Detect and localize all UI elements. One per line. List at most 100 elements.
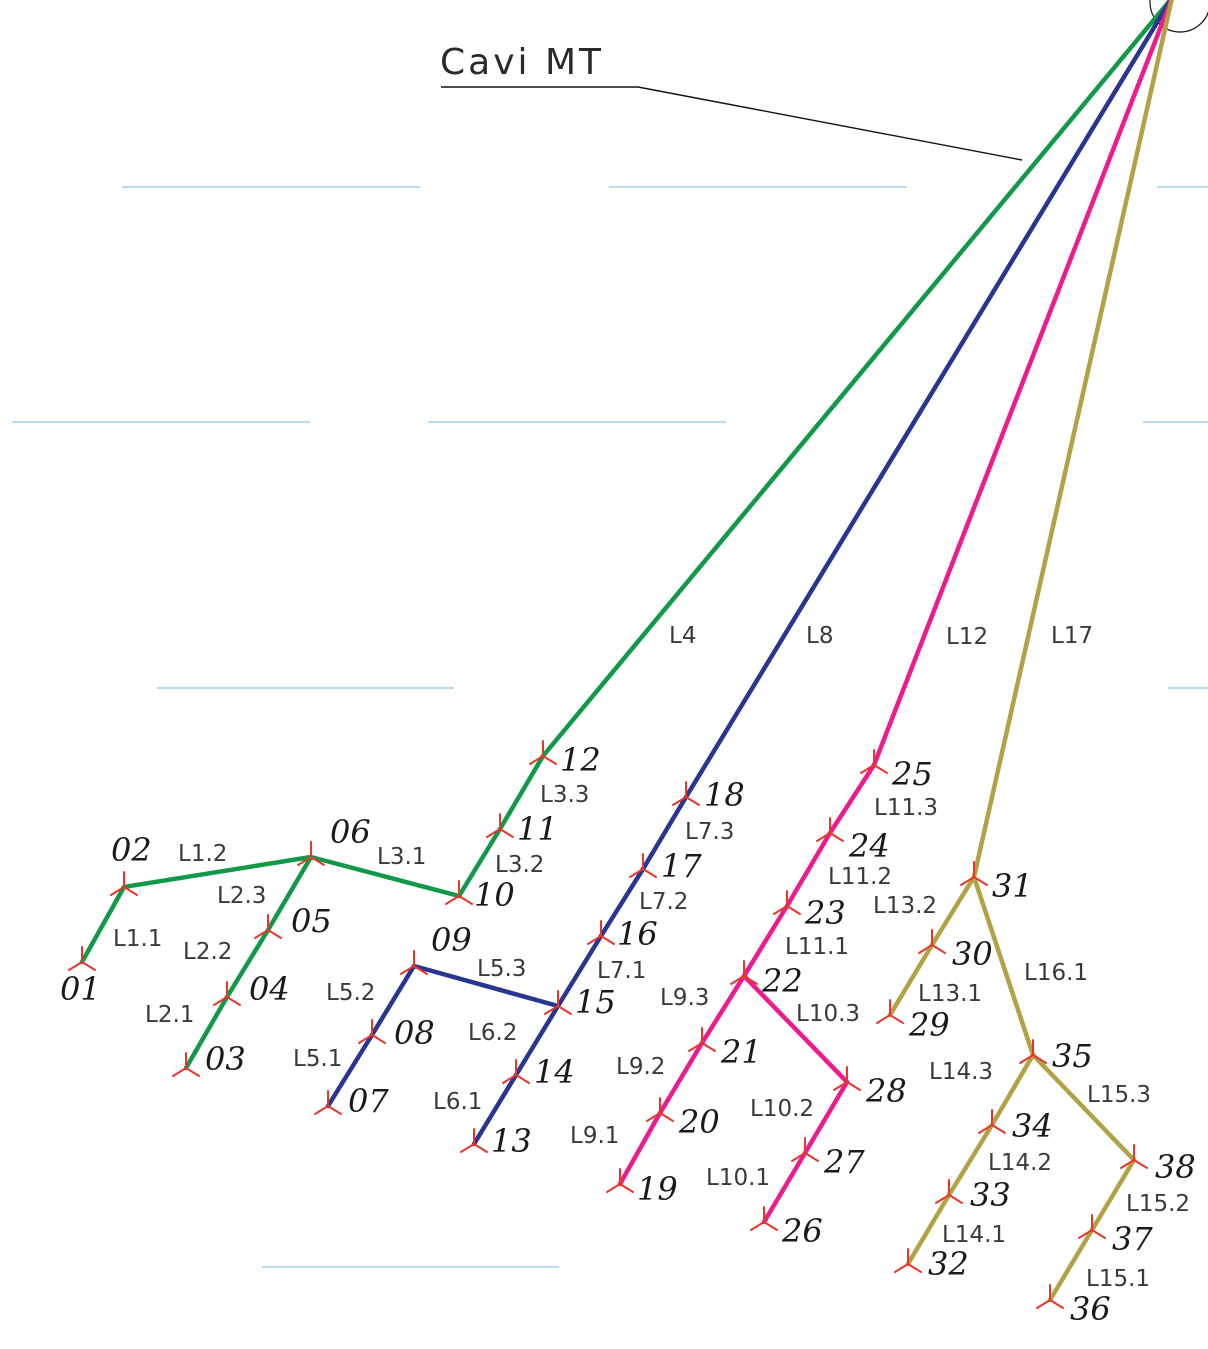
node-label: 06 (330, 813, 371, 851)
edge-label: L5.1 (293, 1046, 342, 1072)
cable-green (308, 854, 462, 899)
node-marker (876, 999, 904, 1024)
node-label: 34 (1012, 1107, 1053, 1145)
edge-label: L5.2 (326, 980, 375, 1006)
edge-label: L2.1 (145, 1002, 194, 1028)
node-label: 22 (761, 962, 803, 1000)
node-marker (1019, 1039, 1047, 1064)
node-label: 04 (249, 970, 290, 1008)
node-label: 24 (848, 827, 890, 865)
edge-label: L16.1 (1024, 960, 1088, 986)
edge-labels: L1.1 L1.2 L2.1 L2.2 L2.3 L3.1 L3.2 L3.3 L4 L5.1 L5… (113, 623, 1190, 1292)
cable-magenta (741, 973, 850, 1085)
node-marker (529, 740, 557, 765)
node-label: 07 (348, 1082, 389, 1120)
node-label: 08 (394, 1014, 435, 1052)
node-marker (1120, 1144, 1148, 1169)
node-label: 09 (431, 921, 472, 959)
node-marker (68, 946, 96, 971)
edge-label: L1.2 (178, 841, 227, 867)
node-marker (894, 1248, 922, 1273)
node-label: 05 (291, 902, 332, 940)
node-marker (254, 914, 282, 939)
node-marker (172, 1052, 200, 1077)
node-marker (791, 1137, 819, 1162)
edge-label: L11.3 (874, 795, 938, 821)
node-marker (445, 880, 473, 905)
edge-label: L1.1 (113, 926, 162, 952)
guide-lines (12, 186, 1208, 1268)
title-leader (441, 0, 1208, 161)
edge-label: L13.1 (918, 981, 982, 1007)
node-label: 03 (205, 1040, 246, 1078)
edge-label: L14.1 (942, 1222, 1006, 1248)
node-marker (730, 960, 758, 985)
edge-label: L10.2 (750, 1096, 814, 1122)
edge-label: L15.2 (1126, 1191, 1190, 1217)
node-marker (358, 1019, 386, 1044)
edge-label: L7.2 (639, 889, 688, 915)
edge-label: L14.3 (929, 1059, 993, 1085)
node-label: 30 (952, 935, 993, 973)
edge-label: L10.1 (706, 1165, 770, 1191)
edge-label: L3.2 (495, 852, 544, 878)
edge-label: L7.3 (685, 819, 734, 845)
edge-label: L7.1 (597, 958, 646, 984)
node-label: 19 (637, 1170, 678, 1208)
node-label: 25 (891, 755, 933, 793)
edge-label: L6.2 (468, 1020, 517, 1046)
node-label: 38 (1155, 1148, 1196, 1186)
node-marker (629, 853, 657, 878)
node-marker (486, 813, 514, 838)
cable-magenta (617, 0, 1174, 1187)
edge-label: L12 (946, 624, 988, 650)
node-marker (1036, 1284, 1064, 1309)
node-label: 31 (992, 867, 1033, 905)
node-label: 28 (865, 1072, 907, 1110)
cable-green (540, 0, 1174, 759)
edge-label: L5.3 (477, 956, 526, 982)
edge-label: L4 (669, 623, 696, 649)
node-marker (213, 981, 241, 1006)
edge-label: L15.3 (1087, 1082, 1151, 1108)
node-label: 01 (60, 970, 101, 1008)
node-marker (672, 781, 700, 806)
cable-olive (887, 0, 1174, 1018)
edge-label: L11.1 (785, 934, 849, 960)
node-marker (978, 1109, 1006, 1134)
edge-label: L9.2 (616, 1054, 665, 1080)
node-label: 35 (1052, 1037, 1093, 1075)
node-label: 14 (534, 1053, 575, 1091)
edge-label: L9.1 (570, 1123, 619, 1149)
node-label: 13 (491, 1122, 532, 1160)
cable-green (121, 854, 314, 890)
node-marker (544, 990, 572, 1015)
node-marker (110, 871, 138, 896)
node-marker (646, 1097, 674, 1122)
node-label: 29 (908, 1006, 950, 1044)
node-label: 32 (928, 1245, 969, 1283)
edge-label: L14.2 (988, 1150, 1052, 1176)
node-marker (833, 1066, 861, 1091)
node-marker (502, 1059, 530, 1084)
cable-green (79, 884, 127, 965)
node-marker (587, 920, 615, 945)
edge-label: L3.1 (377, 844, 426, 870)
node-marker (773, 890, 801, 915)
title-leader-line (441, 86, 1023, 161)
edge-label: L9.3 (660, 985, 709, 1011)
node-marker (297, 841, 325, 866)
node-label: 36 (1070, 1290, 1111, 1328)
node-marker (750, 1206, 778, 1231)
cable-olive (971, 874, 1036, 1058)
cable-green (183, 854, 314, 1071)
node-marker (400, 950, 428, 975)
cable-olive (1030, 1052, 1137, 1163)
node-label: 33 (970, 1176, 1011, 1214)
edge-label: L15.1 (1086, 1266, 1150, 1292)
node-marker (918, 929, 946, 954)
node-marker (960, 861, 988, 886)
node-markers (68, 740, 1148, 1309)
